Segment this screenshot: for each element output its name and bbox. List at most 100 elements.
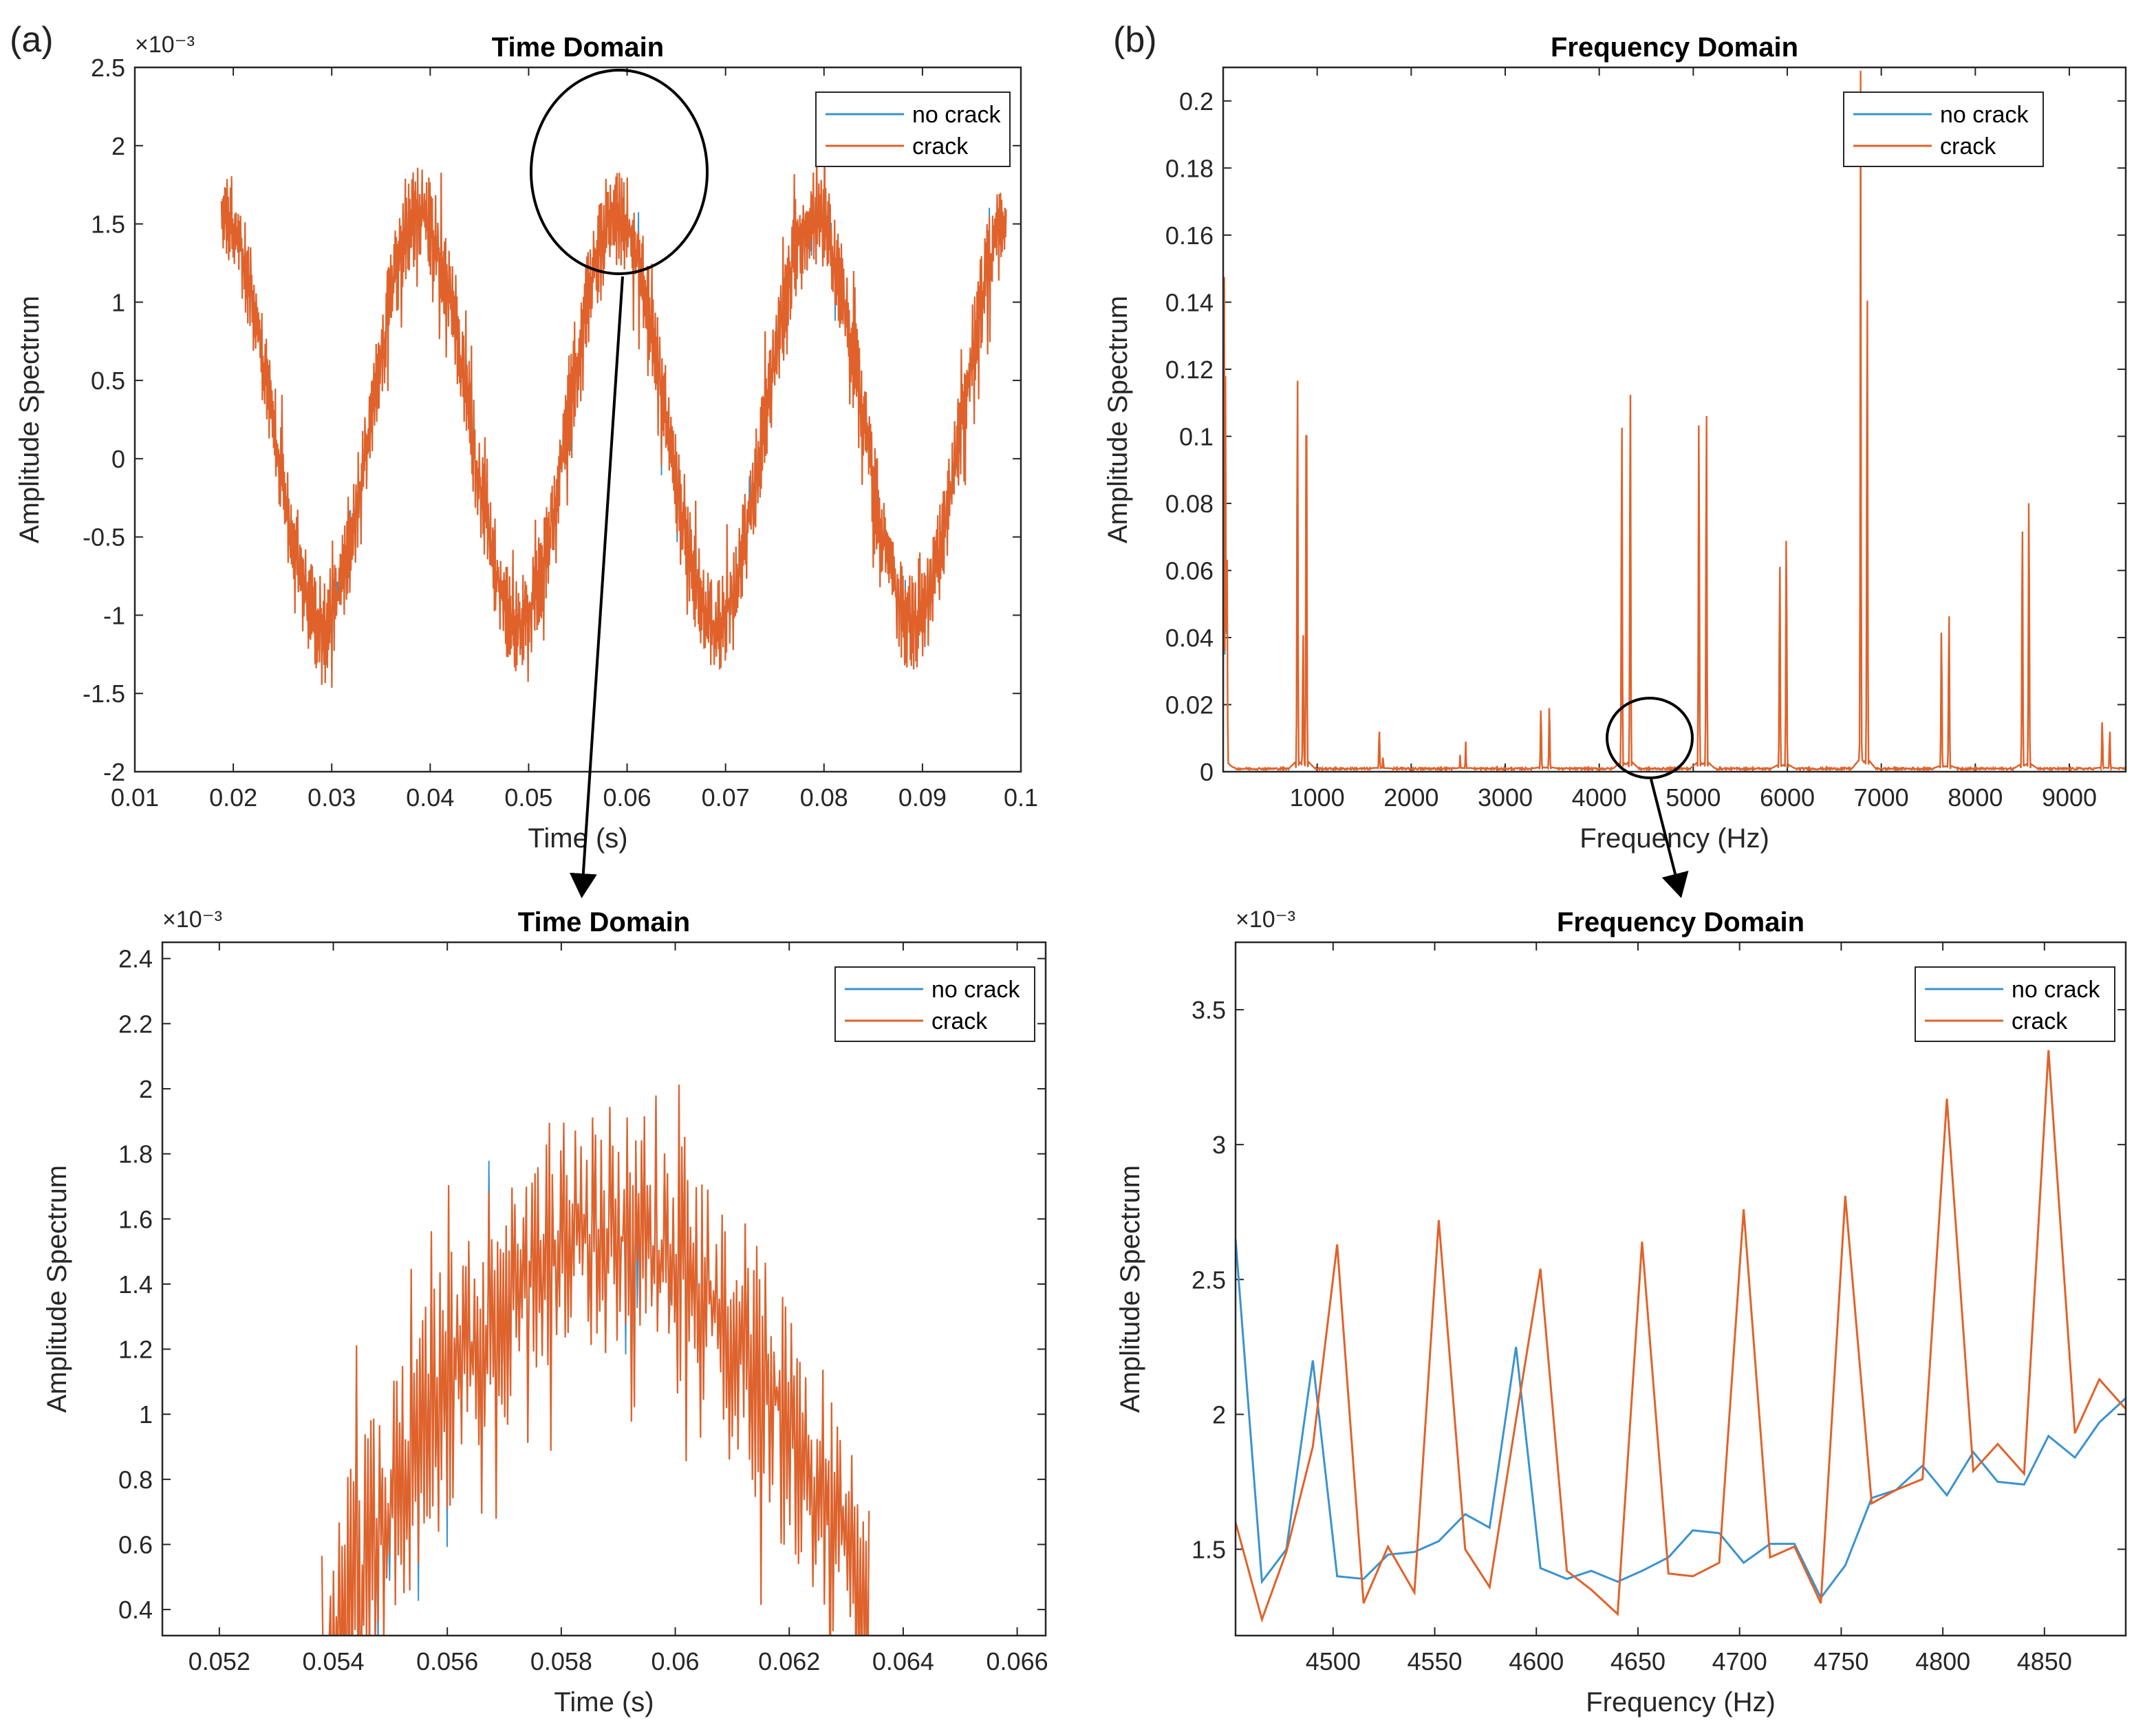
x-tick-label: 5000: [1666, 783, 1721, 812]
legend-label-crack: crack: [931, 1008, 988, 1034]
axes-box: [133, 66, 1022, 773]
y-tick-label: 2.4: [118, 945, 153, 973]
x-axis-label: Time (s): [528, 823, 627, 854]
panel-label-b: (b): [1113, 20, 1157, 60]
y-tick-label: 0.16: [1165, 221, 1214, 250]
x-tick-label: 8000: [1948, 783, 2003, 812]
y-tick-label: 2.5: [91, 54, 125, 82]
chart-fd-zoom: 4500 4550 4600 4650 4700 4750 4800 4850 1.5 2 2.5 3…: [1115, 907, 2127, 1717]
axes-box: [1234, 941, 2127, 1637]
data-layer: [220, 138, 1007, 688]
x-tick-label: 0.04: [406, 783, 454, 812]
axis-exponent: ×10⁻³: [1236, 907, 1295, 933]
x-tick-label: 9000: [2042, 783, 2097, 812]
x-tick-label: 4800: [1915, 1647, 1970, 1675]
legend-label-no-crack: no crack: [931, 977, 1020, 1003]
legend-label-crack: crack: [1940, 133, 1996, 160]
x-tick-label: 0.01: [111, 783, 159, 812]
x-tick-label: 4850: [2017, 1647, 2072, 1675]
y-tick-label: -2: [103, 758, 125, 786]
legend: no crack crack: [1843, 91, 2044, 167]
chart-td-main: 0.01 0.02 0.03 0.04 0.05 0.06 0.07 0.08 0.09 0.1 -…: [14, 32, 1038, 854]
y-tick-label: 1: [111, 288, 125, 316]
x-axis-label: Frequency (Hz): [1586, 1687, 1776, 1717]
y-tick-label: 0.6: [118, 1530, 153, 1559]
y-tick-label: 0.06: [1165, 556, 1214, 585]
x-tick-label: 0.08: [800, 783, 848, 812]
y-tick-label: 0.1: [1179, 422, 1214, 451]
zoom-arrow-freq: [1650, 779, 1689, 898]
legend-label-no-crack: no crack: [1940, 102, 2029, 128]
chart-title: Frequency Domain: [1557, 907, 1804, 937]
series-crack: [1236, 1050, 2126, 1623]
x-tick-label: 4000: [1572, 783, 1627, 812]
y-axis-label: Amplitude Spectrum: [1115, 1165, 1145, 1413]
y-tick-label: 1.4: [118, 1270, 153, 1299]
y-tick-label: 0.4: [118, 1596, 153, 1624]
axis-exponent: ×10⁻³: [162, 907, 222, 933]
data-layer: [1223, 70, 2126, 772]
series-no-crack: [1236, 1239, 2126, 1600]
x-tick-label: 0.02: [209, 783, 257, 812]
y-tick-label: 2.2: [118, 1010, 153, 1038]
y-tick-label: 2: [139, 1075, 153, 1103]
y-tick-label: 1.5: [1192, 1535, 1226, 1563]
legend-label-crack: crack: [912, 133, 969, 160]
data-layer: [1236, 1050, 2126, 1623]
legend-box: [815, 91, 1011, 167]
plot-area: [1223, 67, 2126, 772]
plot-area: [135, 67, 1021, 772]
x-tick-label: 4500: [1306, 1647, 1361, 1675]
y-tick-label: 0.5: [91, 367, 125, 395]
zoom-circle-freq: [1606, 697, 1694, 779]
legend: no crack crack: [815, 91, 1011, 167]
panel-label-a: (a): [10, 20, 54, 60]
legend-label-crack: crack: [2012, 1008, 2068, 1034]
y-tick-label: 0.18: [1165, 154, 1214, 182]
data-layer: [321, 1084, 870, 1636]
chart-fd-main: 1000 2000 3000 4000 5000 6000 7000 8000 9000 0 0.0…: [1103, 32, 2127, 854]
plot-area: [1236, 942, 2126, 1636]
x-tick-label: 0.03: [308, 783, 356, 812]
chart-title: Time Domain: [518, 907, 690, 937]
x-tick-label: 0.06: [603, 783, 651, 812]
legend-box: [834, 966, 1035, 1042]
y-tick-label: 2.5: [1192, 1266, 1226, 1294]
y-tick-label: -0.5: [83, 523, 125, 552]
axis-exponent: ×10⁻³: [135, 32, 195, 58]
y-axis-label: Amplitude Spectrum: [1103, 296, 1133, 543]
x-tick-label: 0.064: [872, 1647, 934, 1675]
x-tick-label: 0.05: [504, 783, 552, 812]
zoom-arrow-time: [569, 276, 624, 898]
y-tick-label: 0.2: [1179, 87, 1214, 116]
x-tick-label: 4600: [1509, 1647, 1564, 1675]
x-axis-label: Frequency (Hz): [1580, 823, 1769, 854]
y-tick-label: 1.6: [118, 1205, 153, 1233]
y-tick-label: 0.02: [1165, 691, 1214, 719]
legend-label-no-crack: no crack: [2012, 977, 2100, 1003]
axes-box: [161, 941, 1047, 1637]
x-tick-label: 0.052: [188, 1647, 250, 1675]
y-tick-label: 1: [139, 1400, 153, 1429]
legend-label-no-crack: no crack: [912, 102, 1001, 128]
legend: no crack crack: [1915, 966, 2115, 1042]
y-tick-label: 2: [1212, 1400, 1226, 1429]
chart-td-zoom: 0.052 0.054 0.056 0.058 0.06 0.062 0.064 0.066 0…: [42, 907, 1048, 1717]
x-tick-label: 6000: [1760, 783, 1815, 812]
y-tick-label: 0.04: [1165, 624, 1214, 652]
x-axis-label: Time (s): [554, 1687, 654, 1717]
series-crack: [220, 138, 1007, 688]
chart-title: Frequency Domain: [1551, 32, 1798, 63]
x-tick-label: 4750: [1813, 1647, 1868, 1675]
y-tick-label: 1.8: [118, 1140, 153, 1169]
legend-box: [1915, 966, 2115, 1042]
y-tick-label: 0.8: [118, 1466, 153, 1494]
y-tick-label: 3: [1212, 1131, 1226, 1159]
x-tick-label: 3000: [1478, 783, 1533, 812]
x-tick-label: 0.054: [302, 1647, 364, 1675]
y-axis-label: Amplitude Spectrum: [14, 296, 45, 543]
y-tick-label: -1: [103, 601, 125, 629]
chart-title: Time Domain: [492, 32, 664, 63]
x-tick-label: 4550: [1407, 1647, 1462, 1675]
